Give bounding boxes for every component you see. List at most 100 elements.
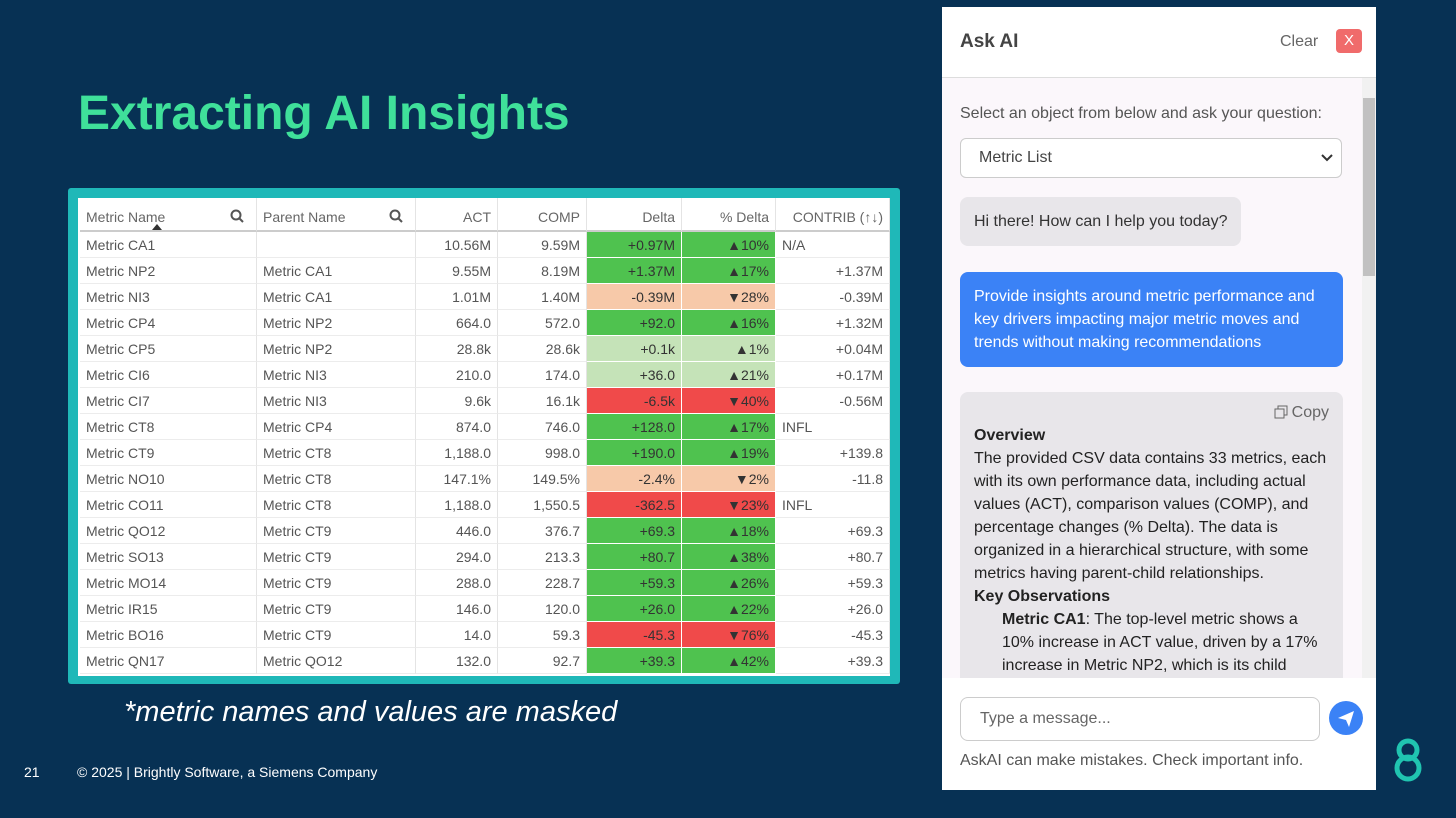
table-cell: 149.5%: [498, 466, 587, 492]
table-cell: ▼2%: [682, 466, 776, 492]
column-header: Parent Name: [257, 198, 416, 232]
overview-heading: Overview: [974, 427, 1046, 444]
object-select[interactable]: Metric List: [960, 138, 1342, 178]
table-cell: -0.39M: [587, 284, 682, 310]
copy-button[interactable]: Copy: [974, 401, 1329, 424]
search-icon[interactable]: [389, 209, 403, 223]
table-cell: Metric CT9: [257, 596, 416, 622]
table-cell: 1,550.5: [498, 492, 587, 518]
table-cell: 1,188.0: [416, 492, 498, 518]
message-input[interactable]: Type a message...: [960, 697, 1320, 741]
table-cell: Metric NP2: [80, 258, 257, 284]
table-cell: 664.0: [416, 310, 498, 336]
table-cell: +92.0: [587, 310, 682, 336]
send-button[interactable]: [1328, 700, 1364, 736]
table-cell: 132.0: [416, 648, 498, 674]
table-cell: Metric MO14: [80, 570, 257, 596]
metric-table: Metric Name Parent Name ACT COMP Delta% Delt…: [78, 198, 890, 676]
table-cell: Metric QO12: [80, 518, 257, 544]
bot-response: Copy Overview The provided CSV data cont…: [960, 392, 1343, 678]
table-cell: Metric CT9: [257, 622, 416, 648]
table-cell: ▲17%: [682, 414, 776, 440]
table-cell: Metric QO12: [257, 648, 416, 674]
table-cell: N/A: [776, 232, 890, 258]
table-cell: 746.0: [498, 414, 587, 440]
table-cell: -11.8: [776, 466, 890, 492]
copy-icon: [1274, 405, 1288, 419]
table-cell: ▼76%: [682, 622, 776, 648]
table-cell: -45.3: [776, 622, 890, 648]
table-cell: Metric CO11: [80, 492, 257, 518]
table-cell: -2.4%: [587, 466, 682, 492]
table-cell: 294.0: [416, 544, 498, 570]
search-icon[interactable]: [230, 209, 244, 223]
chat-body: Select an object from below and ask your…: [942, 78, 1362, 678]
table-cell: INFL: [776, 414, 890, 440]
ask-ai-panel: Ask AI Clear X Select an object from bel…: [942, 7, 1376, 790]
footer: © 2025 | Brightly Software, a Siemens Co…: [77, 764, 378, 780]
scroll-thumb[interactable]: [1363, 98, 1375, 276]
table-cell: Metric NO10: [80, 466, 257, 492]
table-cell: Metric CT8: [80, 414, 257, 440]
table-cell: Metric CT9: [257, 570, 416, 596]
observation: Metric CA1: The top-level metric shows a…: [974, 608, 1329, 678]
table-cell: ▲22%: [682, 596, 776, 622]
table-cell: 9.55M: [416, 258, 498, 284]
table-cell: +0.17M: [776, 362, 890, 388]
table-cell: 16.1k: [498, 388, 587, 414]
table-cell: ▼40%: [682, 388, 776, 414]
table-cell: 288.0: [416, 570, 498, 596]
table-cell: 446.0: [416, 518, 498, 544]
table-cell: 92.7: [498, 648, 587, 674]
table-cell: ▲38%: [682, 544, 776, 570]
table-cell: Metric CI6: [80, 362, 257, 388]
panel-header: Ask AI Clear X: [942, 7, 1376, 78]
overview-text: The provided CSV data contains 33 metric…: [974, 450, 1327, 582]
user-question: Provide insights around metric performan…: [960, 272, 1343, 367]
table-cell: Metric CP4: [80, 310, 257, 336]
table-cell: Metric CA1: [257, 284, 416, 310]
clear-button[interactable]: Clear: [1280, 33, 1319, 50]
table-cell: 174.0: [498, 362, 587, 388]
table-cell: +0.1k: [587, 336, 682, 362]
table-cell: 59.3: [498, 622, 587, 648]
table-cell: +1.37M: [587, 258, 682, 284]
table-cell: 8.19M: [498, 258, 587, 284]
table-cell: ▲17%: [682, 258, 776, 284]
table-cell: ▲10%: [682, 232, 776, 258]
observation-name: Metric CA1: [1002, 611, 1086, 628]
table-cell: +59.3: [776, 570, 890, 596]
table-cell: Metric CT9: [80, 440, 257, 466]
bot-greeting: Hi there! How can I help you today?: [960, 197, 1242, 246]
table-cell: Metric CT9: [257, 518, 416, 544]
table-cell: 28.6k: [498, 336, 587, 362]
table-cell: +139.8: [776, 440, 890, 466]
disclaimer: AskAI can make mistakes. Check important…: [960, 752, 1304, 769]
table-cell: ▼28%: [682, 284, 776, 310]
table-cell: 147.1%: [416, 466, 498, 492]
table-cell: 28.8k: [416, 336, 498, 362]
table-cell: 874.0: [416, 414, 498, 440]
slide-title: Extracting AI Insights: [78, 87, 570, 140]
table-cell: Metric IR15: [80, 596, 257, 622]
panel-title: Ask AI: [960, 31, 1019, 52]
key-heading: Key Observations: [974, 588, 1111, 605]
scrollbar[interactable]: [1362, 78, 1376, 678]
table-cell: ▲26%: [682, 570, 776, 596]
table-cell: Metric CA1: [80, 232, 257, 258]
table-cell: +59.3: [587, 570, 682, 596]
table-cell: 1,188.0: [416, 440, 498, 466]
table-cell: Metric CA1: [257, 258, 416, 284]
table-cell: [257, 232, 416, 258]
table-cell: Metric BO16: [80, 622, 257, 648]
table-cell: 1.40M: [498, 284, 587, 310]
table-cell: Metric QN17: [80, 648, 257, 674]
table-cell: 228.7: [498, 570, 587, 596]
table-cell: Metric NI3: [257, 388, 416, 414]
table-cell: ▲19%: [682, 440, 776, 466]
table-cell: 120.0: [498, 596, 587, 622]
close-button[interactable]: X: [1336, 29, 1362, 53]
table-cell: ▲21%: [682, 362, 776, 388]
sort-arrow[interactable]: [152, 224, 162, 230]
